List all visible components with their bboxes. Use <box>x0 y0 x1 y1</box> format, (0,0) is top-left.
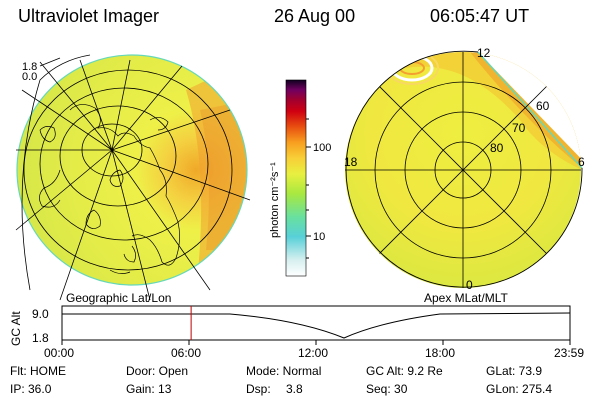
colorbar <box>285 79 311 277</box>
coastlines <box>39 104 180 274</box>
alt-ytick-high: 9.0 <box>32 307 49 321</box>
time-label: 06:05:47 UT <box>430 6 530 26</box>
mlt-label-6: 6 <box>578 155 585 169</box>
mlt-label-0: 0 <box>466 278 473 292</box>
magnetic-image <box>345 50 583 288</box>
alt-xtick-2: 12:00 <box>298 346 328 360</box>
status-flt: Flt: HOME <box>10 364 66 378</box>
lat-label-b: 0.0 <box>22 71 37 83</box>
status-ip: IP: 36.0 <box>10 382 52 396</box>
mlat-label-70: 70 <box>512 121 526 135</box>
date-label: 26 Aug 00 <box>274 6 356 26</box>
mlat-label-80: 80 <box>490 141 504 155</box>
altitude-plot <box>61 305 571 345</box>
app-title: Ultraviolet Imager <box>18 6 160 26</box>
colorbar-tick-100: 100 <box>313 142 331 154</box>
status-gain: Gain: 13 <box>126 382 172 396</box>
geo-caption: Geographic Lat/Lon <box>66 291 171 305</box>
lat-label-a: 1.8 <box>22 61 37 73</box>
status-seq: Seq: 30 <box>366 382 408 396</box>
alt-xtick-4: 23:59 <box>554 346 584 360</box>
alt-plot-ylabel: GC Alt <box>9 311 23 346</box>
mlt-label-18: 18 <box>344 155 358 169</box>
status-dsp-value: 3.8 <box>286 382 303 396</box>
status-gc-alt: GC Alt: 9.2 Re <box>366 364 443 378</box>
colorbar-tick-10: 10 <box>313 231 325 243</box>
status-glon: GLon: 275.4 <box>486 382 553 396</box>
status-dsp-label: Dsp: <box>246 382 271 396</box>
status-door: Door: Open <box>126 364 189 378</box>
alt-xtick-3: 18:00 <box>425 346 455 360</box>
mlat-label-60: 60 <box>536 99 550 113</box>
apex-caption: Apex MLat/MLT <box>424 291 508 305</box>
mlt-label-12: 12 <box>477 46 491 60</box>
alt-ytick-low: 1.8 <box>32 331 49 345</box>
alt-xtick-0: 00:00 <box>44 346 74 360</box>
colorbar-label: photon cm⁻²s⁻¹ <box>269 162 281 238</box>
geographic-image <box>15 54 251 301</box>
alt-xtick-1: 06:00 <box>171 346 201 360</box>
status-glat: GLat: 73.9 <box>486 364 543 378</box>
polar-grid <box>345 52 581 288</box>
status-mode: Mode: Normal <box>246 364 322 378</box>
